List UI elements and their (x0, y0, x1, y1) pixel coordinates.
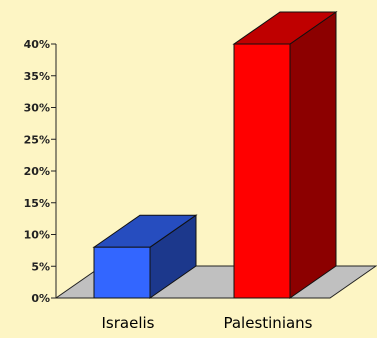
y-tick-label: 5% (31, 260, 50, 273)
y-tick-label: 35% (24, 70, 50, 83)
bar-israelis (92, 214, 198, 299)
bar-palestinians (232, 11, 338, 299)
y-tick-label: 15% (24, 197, 50, 210)
bar-side (289, 11, 337, 299)
y-tick-label: 25% (24, 133, 50, 146)
x-tick-label: Israelis (102, 314, 155, 332)
bar-front (233, 43, 291, 299)
y-tick-label: 40% (24, 38, 50, 51)
bar-front (93, 246, 151, 299)
x-tick-label: Palestinians (223, 314, 312, 332)
y-tick-label: 30% (24, 102, 50, 115)
y-tick-label: 10% (24, 229, 50, 242)
y-tick-label: 0% (31, 292, 50, 305)
y-tick-label: 20% (24, 165, 50, 178)
